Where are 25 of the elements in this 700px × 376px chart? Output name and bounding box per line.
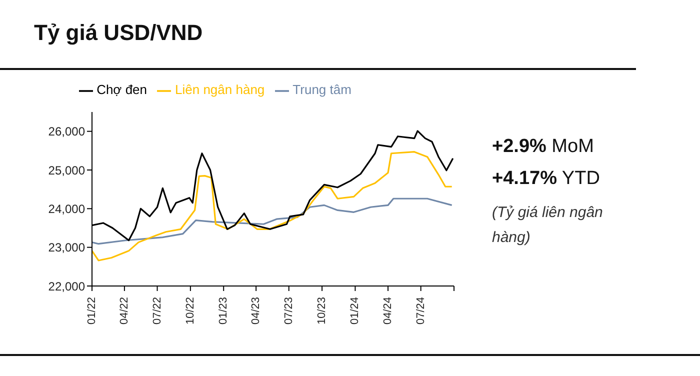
text: +2.9% MoM	[492, 136, 594, 157]
chart-title: Tỷ giá USD/VND	[34, 20, 203, 46]
y-tick-label: 23,000	[48, 240, 86, 255]
legend-label: Trung tâm	[292, 82, 352, 97]
x-tick-label: 01/22	[86, 297, 98, 325]
x-tick-label: 04/24	[382, 297, 394, 325]
y-tick-label: 26,000	[48, 124, 86, 139]
legend-label: Chợ đen	[96, 82, 148, 97]
text: +4.17% YTD	[492, 168, 600, 189]
line-series	[92, 198, 453, 245]
text: (Tỷ giá liên ngân hàng)	[492, 203, 604, 248]
x-tick-label: 10/22	[184, 297, 196, 325]
x-tick-label: 04/23	[250, 297, 262, 325]
x-tick-label: 07/24	[414, 297, 427, 325]
x-tick-label: 07/22	[151, 297, 164, 325]
line-series	[92, 151, 453, 262]
y-tick-label: 24,000	[48, 202, 86, 216]
x-tick-label: 07/23	[282, 297, 295, 325]
x-tick-label: 01/24	[349, 297, 362, 325]
legend-label: Liên ngân hàng	[175, 82, 265, 97]
y-tick-label: 22,000	[48, 279, 86, 294]
x-tick-label: 10/23	[316, 297, 328, 325]
x-tick-label: 04/22	[118, 297, 130, 325]
x-tick-label: 01/23	[218, 297, 230, 325]
y-tick-label: 25,000	[48, 163, 86, 178]
